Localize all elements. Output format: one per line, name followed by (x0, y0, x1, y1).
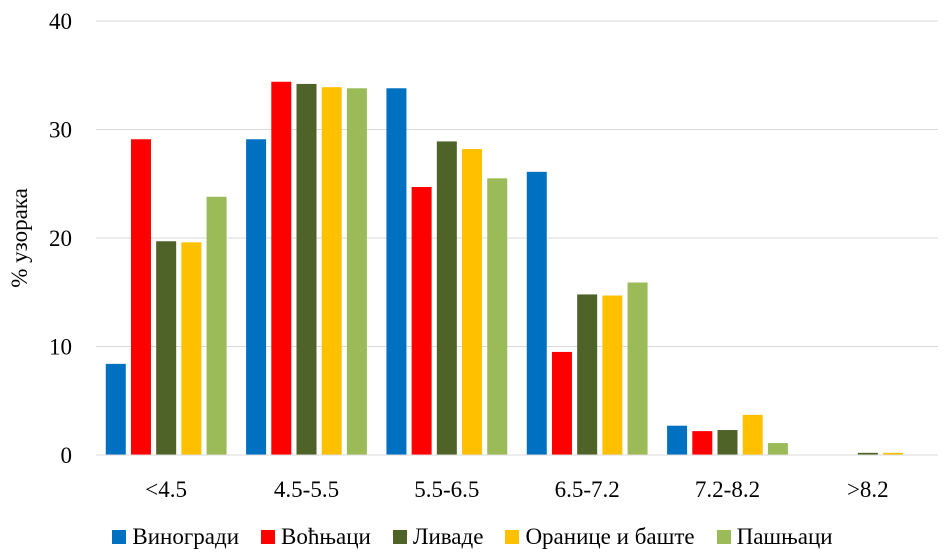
bar (602, 295, 623, 455)
x-tick-label: >8.2 (847, 477, 889, 502)
legend-item: Виногради (112, 524, 239, 550)
bar (692, 431, 713, 455)
legend-item: Ливаде (392, 524, 484, 550)
bar (526, 171, 547, 455)
legend-swatch (112, 530, 127, 544)
legend-item: Оранице и баште (505, 524, 695, 550)
bar (296, 83, 317, 456)
bar (462, 149, 483, 455)
x-tick-label: 6.5-7.2 (555, 477, 620, 502)
legend-swatch (505, 530, 520, 544)
bar (206, 196, 227, 455)
bar (386, 88, 407, 456)
bar (321, 87, 342, 455)
bar (742, 414, 763, 455)
bar (767, 443, 788, 455)
bar (246, 139, 267, 455)
bar (883, 452, 904, 455)
gridlines (96, 20, 938, 347)
legend-swatch (261, 530, 276, 544)
bar (627, 282, 648, 455)
x-tick-label: 7.2-8.2 (695, 477, 760, 502)
y-tick-label: 0 (61, 443, 73, 468)
y-tick-label: 10 (49, 335, 72, 360)
bar (667, 425, 688, 455)
bar (857, 452, 878, 455)
bar (156, 241, 177, 455)
y-tick-label: 40 (49, 9, 72, 34)
legend-label: Пашњаци (736, 524, 833, 549)
bar (181, 242, 202, 455)
bar (487, 178, 508, 455)
legend-label: Ливаде (412, 524, 484, 549)
bar (271, 81, 292, 455)
y-tick-label: 20 (49, 226, 72, 251)
legend-label: Воћњаци (281, 524, 371, 549)
legend-item: Пашњаци (716, 524, 833, 550)
bar (717, 430, 738, 455)
x-axis-ticks: <4.5 4.5-5.5 5.5-6.5 6.5-7.2 7.2-8.2 >8.2 (145, 477, 888, 502)
y-tick-label: 30 (49, 118, 72, 143)
bars (105, 81, 904, 456)
legend-label: Оранице и баште (525, 524, 695, 549)
bar (436, 141, 457, 455)
x-tick-label: 4.5-5.5 (274, 477, 339, 502)
bar (346, 88, 367, 456)
legend-item: Воћњаци (261, 524, 371, 550)
bar (577, 294, 598, 455)
bar (411, 187, 432, 455)
x-tick-label: 5.5-6.5 (414, 477, 479, 502)
legend-label: Виногради (132, 524, 240, 549)
x-tick-label: <4.5 (145, 477, 187, 502)
y-axis-label: % узорака (7, 188, 32, 288)
bar (130, 139, 151, 455)
bar (551, 351, 572, 455)
legend-swatch (716, 530, 731, 544)
bar (105, 363, 126, 455)
legend: Виногради Воћњаци Ливаде Оранице и баште Паш… (0, 522, 945, 552)
legend-swatch (392, 530, 407, 544)
y-axis-ticks: 0 10 20 30 40 (49, 9, 72, 468)
